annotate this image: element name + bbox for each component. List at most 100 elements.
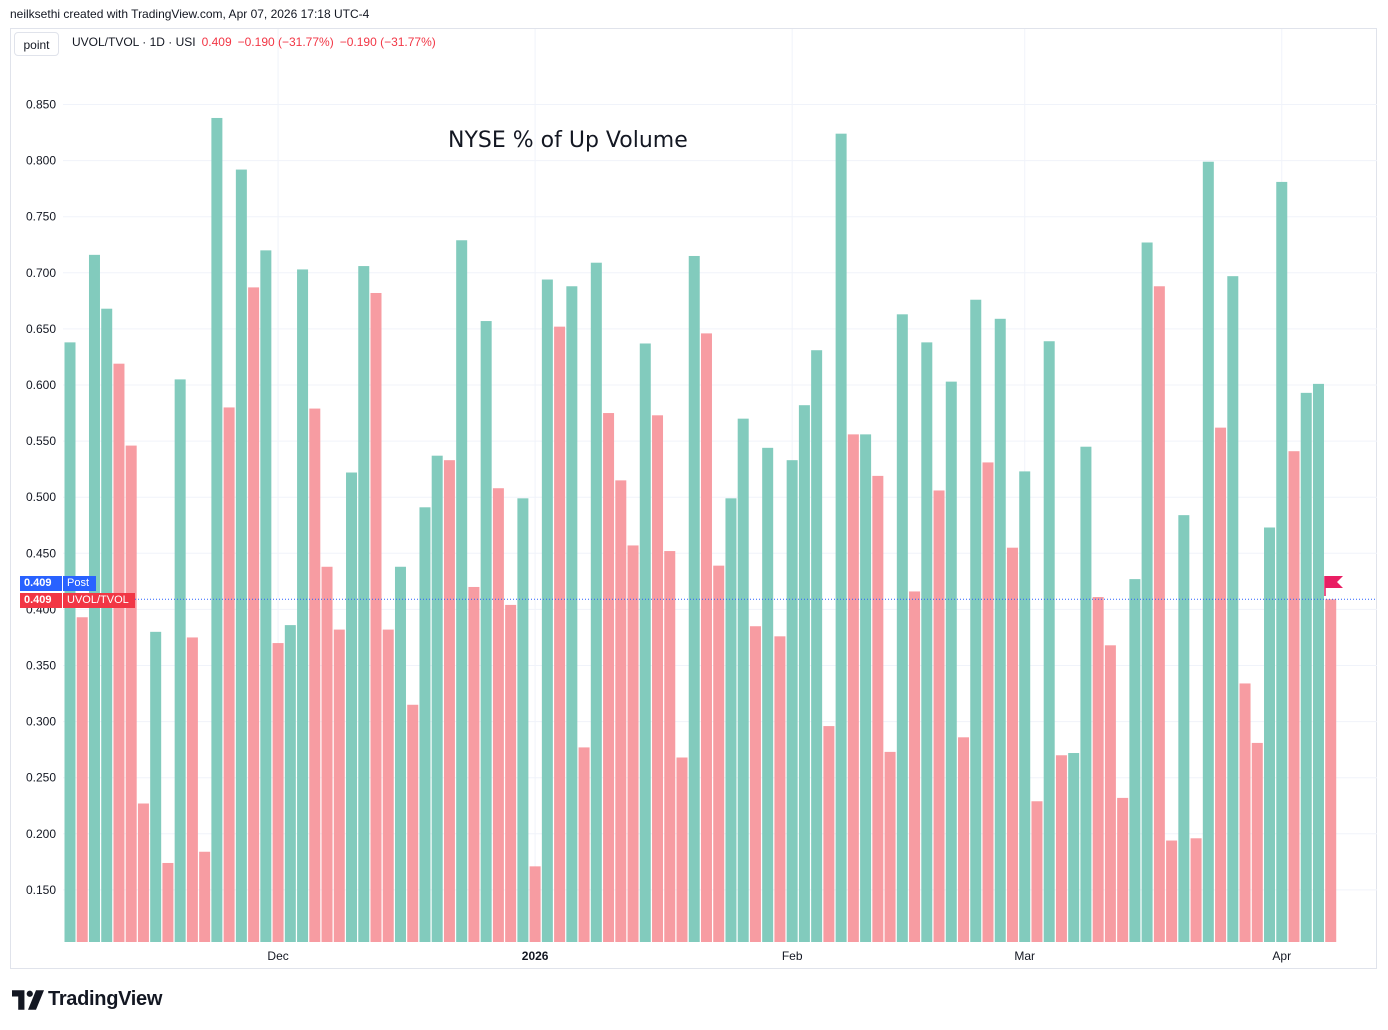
bar[interactable] [468,586,480,942]
bar[interactable] [578,747,590,942]
bar[interactable] [443,460,455,942]
bar[interactable] [1202,161,1214,943]
point-button[interactable]: point [14,32,59,56]
bar[interactable] [480,321,492,942]
bar[interactable] [1068,753,1080,942]
bar[interactable] [1325,599,1337,942]
bar[interactable] [700,333,712,942]
bar[interactable] [284,625,296,942]
bar[interactable] [725,498,737,942]
bar[interactable] [419,507,431,942]
bar[interactable] [1006,547,1018,942]
bar[interactable] [1276,181,1288,943]
bar[interactable] [394,566,406,942]
bar[interactable] [297,269,309,943]
bar[interactable] [762,447,774,942]
bar[interactable] [260,250,272,943]
bar[interactable] [798,405,810,942]
bar[interactable] [860,434,872,942]
bar[interactable] [909,591,921,942]
bar[interactable] [505,604,517,942]
bar[interactable] [64,342,76,942]
bar[interactable] [1129,579,1141,942]
bar[interactable] [884,751,896,942]
bar[interactable] [872,475,884,942]
bar[interactable] [162,862,174,942]
bar[interactable] [823,726,835,942]
bar[interactable] [186,637,198,942]
bar[interactable] [346,472,358,942]
bar[interactable] [1043,341,1055,942]
bar[interactable] [211,117,223,943]
bar[interactable] [1055,755,1067,942]
bar[interactable] [1227,276,1239,942]
bar[interactable] [492,488,504,942]
bar[interactable] [566,286,578,942]
bar[interactable] [321,566,333,942]
bar[interactable] [1178,515,1190,942]
bar[interactable] [615,480,627,942]
bar[interactable] [370,292,382,943]
bar[interactable] [1312,383,1324,942]
bar[interactable] [835,133,847,942]
bar[interactable] [309,408,321,942]
bar[interactable] [982,462,994,942]
bar[interactable] [1239,683,1251,942]
bar[interactable] [456,240,468,943]
bar[interactable] [1190,838,1202,942]
bar[interactable] [994,318,1006,942]
bar[interactable] [921,342,933,942]
bar[interactable] [774,636,786,942]
bar[interactable] [407,704,419,942]
bar[interactable] [137,803,149,942]
bar[interactable] [603,413,615,942]
bar[interactable] [664,551,676,942]
bar[interactable] [248,287,260,942]
chart-title-annotation[interactable]: NYSE % of Up Volume [448,128,688,153]
bar[interactable] [1117,797,1129,942]
bar[interactable] [1019,471,1031,942]
bar[interactable] [652,415,664,942]
bar[interactable] [113,363,125,942]
bar[interactable] [786,460,798,942]
bar[interactable] [223,407,235,942]
bar[interactable] [431,455,443,942]
bar[interactable] [945,381,957,942]
flag-marker[interactable] [1324,576,1343,596]
bar[interactable] [1264,527,1276,942]
bar[interactable] [199,851,211,942]
bar[interactable] [1104,645,1116,942]
bar[interactable] [272,643,284,942]
bar[interactable] [554,326,566,942]
series-legend[interactable]: UVOL/TVOL · 1D · USI 0.409 −0.190 (−31.77%… [72,35,436,49]
bar[interactable] [639,343,651,943]
bar[interactable] [847,434,859,942]
bar[interactable] [1141,242,1153,943]
bar[interactable] [541,279,553,943]
bar[interactable] [896,314,908,943]
bar[interactable] [590,262,602,942]
bar[interactable] [627,545,639,942]
bar[interactable] [1300,392,1312,942]
bar[interactable] [358,266,370,942]
bar[interactable] [811,350,823,942]
bar[interactable] [1288,451,1300,942]
bar[interactable] [1080,446,1092,942]
bar[interactable] [125,445,137,942]
bar[interactable] [101,308,113,943]
bar[interactable] [737,418,749,942]
bar[interactable] [970,299,982,942]
bar[interactable] [529,866,541,942]
tradingview-logo[interactable]: TradingView [12,988,162,1011]
bar[interactable] [1251,742,1263,942]
bar[interactable] [713,565,725,942]
bar[interactable] [382,629,394,942]
bar[interactable] [333,629,345,942]
bar[interactable] [1153,286,1165,942]
bar[interactable] [749,626,761,942]
bar[interactable] [958,737,970,942]
bar[interactable] [676,757,688,942]
bar[interactable] [1092,597,1104,942]
bar[interactable] [933,490,945,942]
